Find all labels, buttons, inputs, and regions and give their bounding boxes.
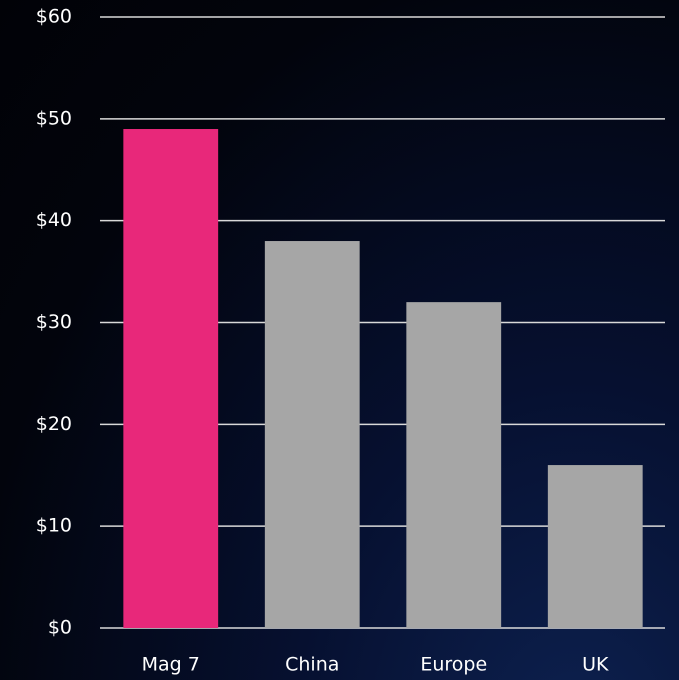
y-tick-label: $30 (36, 311, 72, 333)
y-tick-label: $50 (36, 107, 72, 129)
y-tick-label: $40 (36, 209, 72, 231)
y-tick-label: $0 (48, 617, 72, 639)
x-tick-label: Mag 7 (142, 654, 200, 676)
bar (264, 241, 360, 629)
bar (123, 129, 219, 628)
x-tick-label: China (285, 654, 339, 676)
x-tick-label: UK (582, 654, 609, 676)
y-tick-label: $20 (36, 413, 72, 435)
bar (406, 302, 502, 628)
x-tick-label: Europe (420, 654, 487, 676)
bar (547, 465, 643, 628)
y-tick-label: $10 (36, 515, 72, 537)
y-tick-label: $60 (36, 6, 72, 28)
